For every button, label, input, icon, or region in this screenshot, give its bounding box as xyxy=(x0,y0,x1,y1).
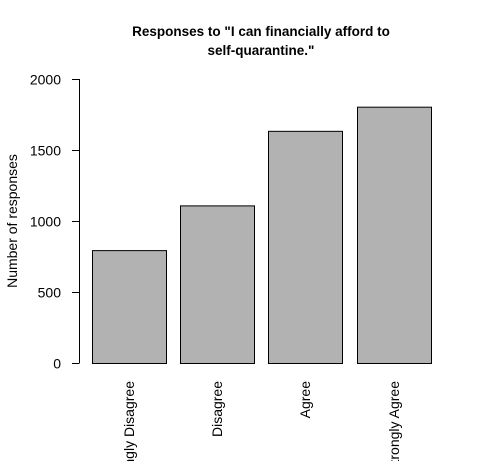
bar-strongly-disagree xyxy=(93,251,167,364)
x-tick-labels: Strongly Disagree Disagree Agree Strongly A… xyxy=(121,381,402,461)
y-tick-label: 500 xyxy=(38,285,62,301)
y-tick-label: 2000 xyxy=(30,72,61,88)
bars-group xyxy=(93,107,432,363)
x-tick-label: Agree xyxy=(297,381,313,419)
y-tick-label: 0 xyxy=(53,356,61,372)
chart-title-line1: Responses to "I can financially afford t… xyxy=(132,24,390,39)
bar-strongly-agree xyxy=(358,107,432,363)
x-tick-label: Strongly Agree xyxy=(386,381,402,461)
y-axis-label: Number of responses xyxy=(4,154,20,288)
bar-agree xyxy=(269,131,343,363)
bar-disagree xyxy=(181,206,255,364)
y-axis: 0 500 1000 1500 2000 xyxy=(30,72,80,372)
x-tick-label: Strongly Disagree xyxy=(121,381,137,461)
y-tick-label: 1000 xyxy=(30,214,61,230)
chart-title-line2: self-quarantine." xyxy=(208,43,315,58)
y-tick-label: 1500 xyxy=(30,143,61,159)
x-tick-label: Disagree xyxy=(209,381,225,437)
